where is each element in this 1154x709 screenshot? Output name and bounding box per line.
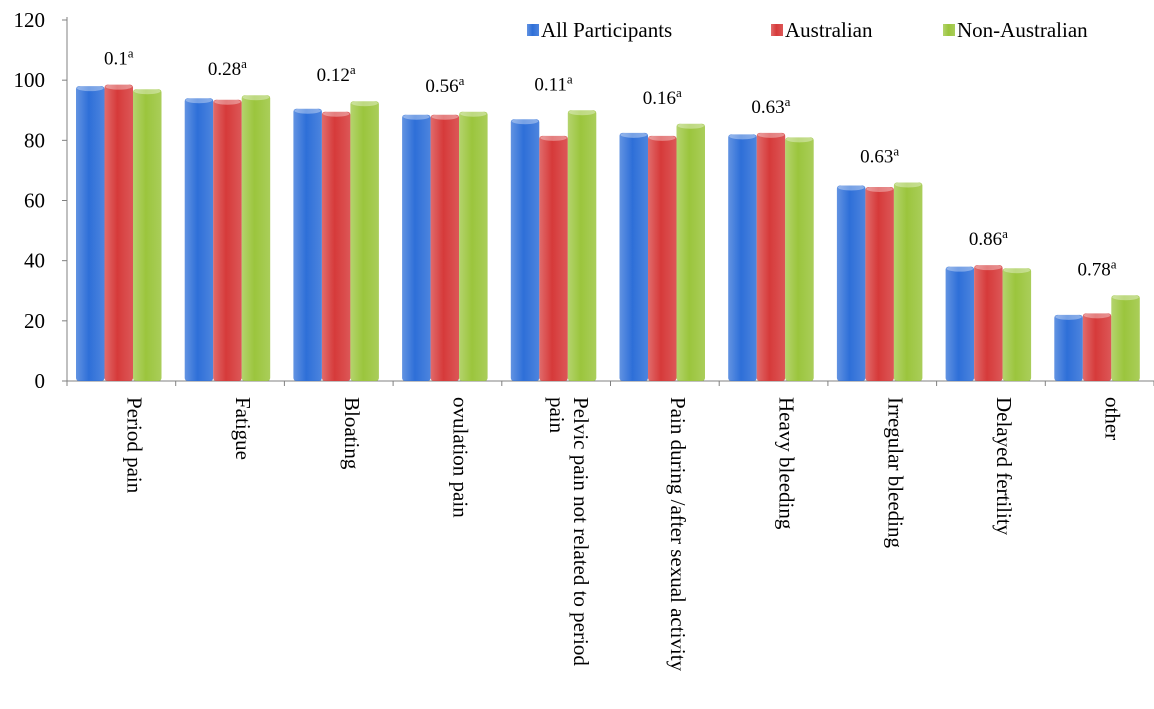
bar-highlight: [1003, 267, 1031, 274]
annotation-label: 0.11a: [534, 71, 573, 95]
legend-label: Australian: [785, 18, 873, 42]
bar-highlight: [1055, 313, 1082, 320]
bar-highlight: [294, 107, 321, 114]
bar: [836, 185, 866, 381]
bar: [321, 111, 351, 382]
bar-highlight: [677, 122, 704, 129]
annotation-label: 0.86a: [969, 226, 1008, 250]
x-tick-label: Delayed fertility: [992, 397, 1016, 536]
annotation-label: 0.16a: [643, 85, 682, 109]
bar: [133, 89, 162, 382]
bar: [430, 114, 460, 381]
annotation-label: 0.12a: [317, 62, 356, 86]
y-tick-label: 80: [24, 128, 45, 152]
bar-highlight: [185, 97, 213, 104]
bar-highlight: [242, 94, 270, 101]
annotation-label: 0.63a: [751, 94, 790, 118]
bar-highlight: [975, 264, 1002, 271]
legend-swatch: [527, 24, 539, 36]
annotation-label: 0.1a: [104, 46, 134, 70]
bar-highlight: [214, 98, 241, 105]
bar-highlight: [649, 134, 676, 141]
legend-label: Non-Australian: [957, 18, 1088, 42]
bar-highlight: [946, 265, 974, 272]
x-tick-label: Bloating: [340, 397, 364, 470]
annotation-label: 0.63a: [860, 143, 899, 167]
bar: [350, 101, 379, 381]
bar-highlight: [866, 185, 893, 192]
bar-highlight: [460, 110, 487, 117]
y-tick-label: 40: [24, 249, 45, 273]
annotation-label: 0.56a: [425, 73, 464, 97]
bar-highlight: [786, 136, 813, 143]
bar: [510, 119, 540, 382]
legend-swatch: [771, 24, 783, 36]
bar: [756, 132, 786, 381]
bar-highlight: [568, 109, 596, 116]
x-tick-label: pain: [545, 397, 569, 434]
bar: [676, 123, 705, 381]
annotations: 0.1a 0.28a 0.12a 0.56a 0.11a 0.16a 0.63a 0.63a 0…: [104, 46, 1117, 281]
bar: [648, 135, 677, 381]
bar: [865, 186, 894, 381]
x-tick-label: Period pain: [122, 397, 146, 494]
annotation-label: 0.78a: [1078, 256, 1117, 280]
bar: [785, 137, 814, 381]
y-tick-label: 120: [14, 8, 46, 32]
bar-highlight: [77, 85, 104, 92]
bar: [184, 98, 214, 381]
bar-highlight: [540, 134, 567, 141]
legend-label: All Participants: [541, 18, 672, 42]
bar-highlight: [322, 110, 350, 117]
bar: [459, 111, 488, 382]
y-tick-label: 0: [35, 369, 46, 393]
bars: [76, 83, 1140, 382]
bar-highlight: [351, 100, 378, 107]
x-tick-label: Irregular bleeding: [883, 397, 907, 549]
bar: [1111, 295, 1140, 381]
x-tick-label: Pain during /after sexual activity: [666, 397, 690, 672]
bar: [567, 110, 597, 381]
bar: [619, 132, 648, 381]
bar-highlight: [511, 118, 539, 125]
bar: [945, 266, 975, 381]
bar: [539, 135, 568, 381]
y-tick-label: 100: [14, 68, 46, 92]
bar-highlight: [620, 131, 647, 138]
bar-highlight: [757, 131, 785, 138]
bar: [728, 134, 757, 381]
x-tick-label: ovulation pain: [448, 397, 472, 518]
bar-highlight: [134, 88, 161, 95]
bar: [241, 95, 271, 381]
bar-highlight: [1112, 294, 1139, 301]
bar: [974, 265, 1003, 381]
bar: [76, 86, 105, 381]
x-tick-label: Heavy bleeding: [775, 397, 799, 530]
bar: [104, 84, 133, 381]
x-tick-labels: Period pain Fatigue Bloating ovulation pain…: [122, 397, 1124, 672]
y-tick-label: 20: [24, 309, 45, 333]
bar: [893, 182, 923, 381]
bar: [293, 108, 322, 381]
x-tick-label: Fatigue: [231, 397, 255, 460]
y-tick-label: 60: [24, 189, 45, 213]
annotation-label: 0.28a: [208, 56, 247, 80]
legend: All Participants Australian Non-Australian: [527, 18, 1088, 42]
bar-highlight: [894, 181, 922, 188]
bar: [402, 114, 431, 381]
bar-highlight: [431, 113, 459, 120]
bar-highlight: [729, 133, 756, 140]
x-tick-label: other: [1101, 397, 1125, 440]
bar-highlight: [403, 113, 430, 120]
bar-highlight: [1083, 312, 1111, 319]
bar: [1054, 314, 1083, 381]
bar: [1082, 313, 1112, 381]
bar-highlight: [105, 83, 132, 90]
bar-highlight: [837, 184, 865, 191]
legend-swatch: [943, 24, 955, 36]
x-tick-label: Pelvic pain not related to period: [569, 397, 593, 666]
bar: [213, 99, 242, 382]
bar: [1002, 268, 1032, 381]
